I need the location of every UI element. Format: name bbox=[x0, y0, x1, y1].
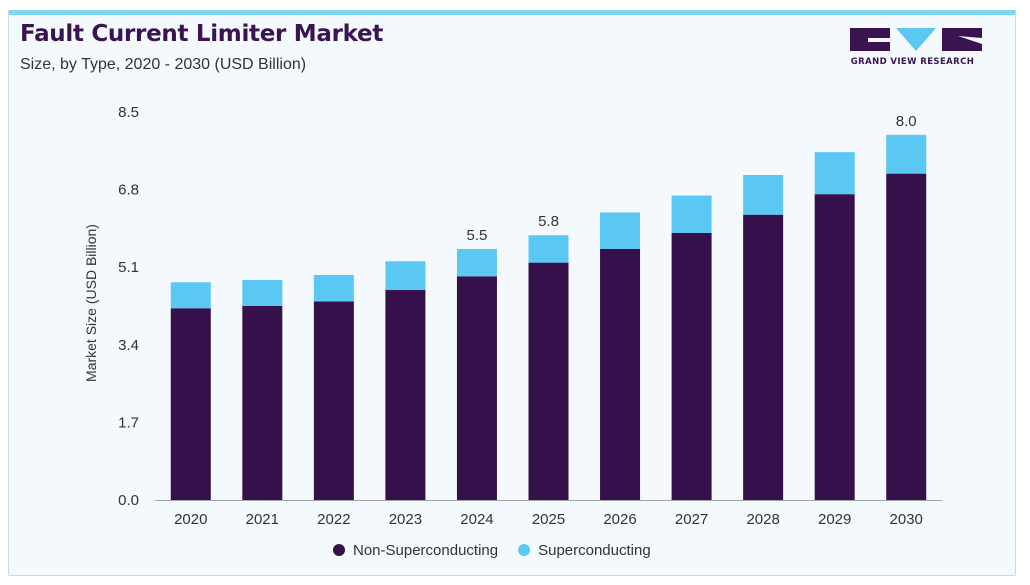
bar-non-superconducting-2020 bbox=[170, 308, 211, 500]
bar-superconducting-2024 bbox=[456, 248, 497, 277]
y-tick-label-5: 8.5 bbox=[118, 104, 139, 121]
legend-marker-non-superconducting bbox=[333, 544, 345, 556]
bar-superconducting-2020 bbox=[170, 282, 211, 309]
x-tick-label-2021: 2021 bbox=[246, 511, 279, 528]
x-tick-label-2030: 2030 bbox=[890, 511, 923, 528]
logo-mark-icon bbox=[850, 28, 982, 51]
legend-marker-superconducting bbox=[518, 544, 531, 556]
bar-non-superconducting-2030 bbox=[886, 173, 927, 500]
bar-superconducting-2022 bbox=[313, 274, 354, 302]
x-tick-label-2027: 2027 bbox=[675, 511, 708, 528]
y-tick-label-4: 6.8 bbox=[118, 182, 139, 199]
x-tick-label-2029: 2029 bbox=[818, 511, 851, 528]
y-axis-label: Market Size (USD Billion) bbox=[83, 224, 99, 382]
bar-non-superconducting-2029 bbox=[814, 194, 855, 500]
y-tick-label-3: 5.1 bbox=[118, 259, 139, 276]
y-tick-label-2: 3.4 bbox=[118, 337, 139, 354]
bar-superconducting-2026 bbox=[600, 212, 641, 249]
data-label-2024: 5.5 bbox=[467, 227, 488, 244]
x-tick-label-2023: 2023 bbox=[389, 511, 422, 528]
x-tick-label-2022: 2022 bbox=[317, 511, 350, 528]
x-tick-label-2025: 2025 bbox=[532, 511, 565, 528]
bar-superconducting-2027 bbox=[671, 195, 712, 233]
logo-text: GRAND VIEW RESEARCH bbox=[850, 57, 975, 67]
bar-superconducting-2028 bbox=[743, 174, 784, 215]
logo-g-cut bbox=[868, 38, 890, 42]
bar-non-superconducting-2026 bbox=[600, 248, 641, 500]
bar-superconducting-2030 bbox=[886, 134, 927, 174]
data-label-2025: 5.8 bbox=[538, 213, 559, 230]
chart-title: Fault Current Limiter Market bbox=[20, 21, 384, 47]
bar-non-superconducting-2027 bbox=[671, 232, 712, 500]
bar-non-superconducting-2021 bbox=[242, 306, 283, 500]
bar-non-superconducting-2024 bbox=[456, 276, 497, 500]
x-tick-label-2028: 2028 bbox=[746, 511, 779, 528]
y-tick-label-0: 0.0 bbox=[118, 492, 139, 509]
logo-r-cut bbox=[958, 36, 982, 44]
data-label-2030: 8.0 bbox=[896, 113, 917, 130]
x-tick-label-2024: 2024 bbox=[460, 511, 493, 528]
bar-superconducting-2025 bbox=[528, 235, 569, 263]
legend-label-non-superconducting: Non-Superconducting bbox=[353, 542, 498, 559]
chart-subtitle: Size, by Type, 2020 - 2030 (USD Billion) bbox=[20, 56, 307, 73]
grand-view-research-logo: GRAND VIEW RESEARCH bbox=[840, 28, 985, 70]
x-tick-label-2026: 2026 bbox=[603, 511, 636, 528]
bar-non-superconducting-2028 bbox=[743, 214, 784, 501]
bar-superconducting-2021 bbox=[242, 279, 283, 306]
bar-non-superconducting-2025 bbox=[528, 262, 569, 500]
logo-v-shape bbox=[896, 28, 936, 51]
legend-label-superconducting: Superconducting bbox=[538, 542, 651, 559]
y-tick-label-1: 1.7 bbox=[118, 414, 139, 431]
bar-superconducting-2029 bbox=[814, 152, 855, 195]
x-tick-label-2020: 2020 bbox=[174, 511, 207, 528]
bar-non-superconducting-2022 bbox=[313, 301, 354, 500]
logo-r-block bbox=[942, 28, 982, 51]
bar-superconducting-2023 bbox=[385, 261, 426, 291]
bar-non-superconducting-2023 bbox=[385, 290, 426, 500]
